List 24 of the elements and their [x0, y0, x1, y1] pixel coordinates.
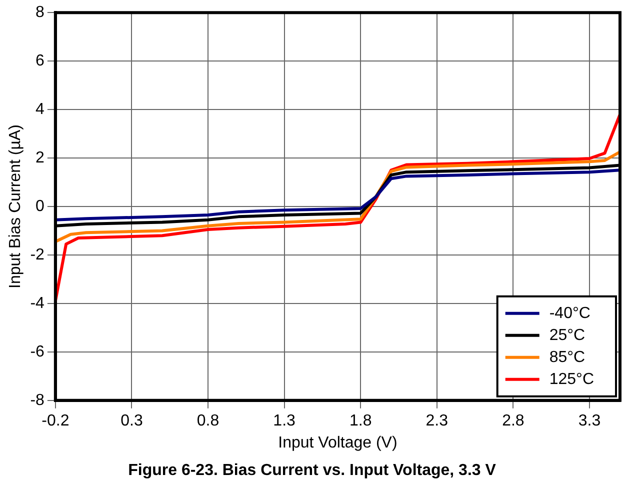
y-tick-label: -8 — [30, 392, 45, 409]
x-axis-title: Input Voltage (V) — [278, 434, 398, 452]
legend-label: 25°C — [549, 326, 586, 344]
y-tick-label: -2 — [30, 246, 45, 264]
x-tick-label: 0.3 — [120, 412, 143, 430]
x-tick-label: -0.2 — [42, 412, 70, 430]
y-tick-label: 4 — [36, 100, 45, 118]
x-tick-label: 1.3 — [273, 412, 296, 430]
x-tick-label: 1.8 — [349, 412, 372, 430]
y-tick-label: -4 — [30, 294, 45, 312]
x-tick-label: 2.3 — [426, 412, 448, 430]
y-tick-label: 2 — [36, 149, 45, 166]
y-tick-label: 6 — [36, 52, 45, 70]
legend-label: 85°C — [549, 348, 586, 366]
x-tick-label: 2.8 — [502, 412, 524, 430]
legend-label: 125°C — [549, 370, 594, 388]
x-tick-label: 0.8 — [196, 412, 220, 430]
y-axis-title: Input Bias Current (µA) — [7, 124, 24, 288]
legend-label: -40°C — [549, 304, 590, 322]
y-tick-label: 8 — [36, 4, 45, 22]
text: Figure 6-23. Bias Current vs. Input Voltage, 3.3 V — [128, 462, 496, 479]
y-tick-label: 0 — [36, 198, 45, 215]
x-tick-label: 3.3 — [578, 412, 601, 430]
y-tick-label: -6 — [30, 343, 45, 360]
